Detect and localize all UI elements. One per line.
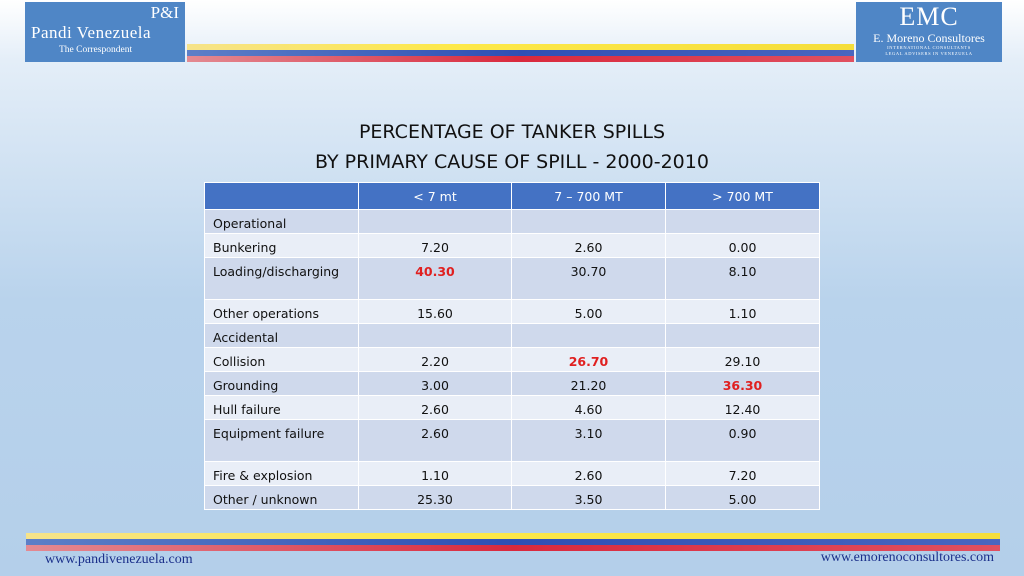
cell-value: 3.00 (358, 371, 512, 396)
cell-value: 21.20 (511, 371, 666, 396)
cell-value: 30.70 (511, 257, 666, 300)
table-row: Collision 2.20 26.70 29.10 (204, 347, 820, 372)
logo-tagline-1: INTERNATIONAL CONSULTANTS (887, 45, 971, 50)
row-label: Accidental (204, 323, 359, 348)
cell-value: 25.30 (358, 485, 512, 510)
cell-value: 5.00 (665, 485, 820, 510)
cell-value: 8.10 (665, 257, 820, 300)
row-label: Other / unknown (204, 485, 359, 510)
footer-link-pandivenezuela[interactable]: www.pandivenezuela.com (45, 552, 193, 567)
column-header: > 700 MT (665, 182, 820, 210)
cell-value-highlighted: 26.70 (511, 347, 666, 372)
cell-value: 7.20 (665, 461, 820, 486)
cell-value (358, 209, 512, 234)
slide-title: PERCENTAGE OF TANKER SPILLS BY PRIMARY C… (0, 117, 1024, 177)
cell-value (358, 323, 512, 348)
table-row: Loading/discharging 40.30 30.70 8.10 (204, 257, 820, 300)
cell-value: 3.10 (511, 419, 666, 462)
cell-value: 4.60 (511, 395, 666, 420)
cell-value: 5.00 (511, 299, 666, 324)
emc-logo: EMC E. Moreno Consultores INTERNATIONAL … (856, 2, 1002, 62)
logo-mark-emc: EMC (899, 2, 959, 31)
cell-value-highlighted: 40.30 (358, 257, 512, 300)
row-label: Loading/discharging (204, 257, 359, 300)
footer-link-emorenoconsultores[interactable]: www.emorenoconsultores.com (820, 550, 994, 565)
column-header: < 7 mt (358, 182, 512, 210)
flag-stripes-top (187, 44, 854, 62)
logo-name-pandi: Pandi Venezuela (31, 23, 152, 42)
logo-subtitle: The Correspondent (59, 45, 133, 55)
row-label: Fire & explosion (204, 461, 359, 486)
cell-value (665, 323, 820, 348)
pandi-venezuela-logo: P&I Pandi Venezuela The Correspondent (25, 2, 185, 62)
column-header: 7 – 700 MT (511, 182, 666, 210)
table-row: Fire & explosion 1.10 2.60 7.20 (204, 461, 820, 486)
table-row: Other / unknown 25.30 3.50 5.00 (204, 485, 820, 510)
row-label: Bunkering (204, 233, 359, 258)
logo-mark-pi: P&I (150, 3, 179, 22)
cell-value: 2.60 (358, 419, 512, 462)
row-label: Other operations (204, 299, 359, 324)
flag-stripes-bottom (26, 533, 1000, 551)
cell-value: 2.60 (358, 395, 512, 420)
title-line-2: BY PRIMARY CAUSE OF SPILL - 2000-2010 (315, 151, 709, 173)
table-row: Hull failure 2.60 4.60 12.40 (204, 395, 820, 420)
cell-value: 2.20 (358, 347, 512, 372)
cell-value: 12.40 (665, 395, 820, 420)
cell-value (511, 323, 666, 348)
row-label: Collision (204, 347, 359, 372)
cell-value: 1.10 (358, 461, 512, 486)
cell-value: 0.00 (665, 233, 820, 258)
cell-value (511, 209, 666, 234)
column-header (204, 182, 359, 210)
table-row: Accidental (204, 323, 820, 348)
table-row: Other operations 15.60 5.00 1.10 (204, 299, 820, 324)
table-header-row: < 7 mt 7 – 700 MT > 700 MT (204, 182, 820, 210)
spills-table: < 7 mt 7 – 700 MT > 700 MT Operational B… (204, 182, 820, 510)
cell-value (665, 209, 820, 234)
logo-tagline-2: LEGAL ADVISERS IN VENEZUELA (885, 51, 973, 56)
cell-value: 2.60 (511, 233, 666, 258)
logo-name-emc: E. Moreno Consultores (873, 31, 985, 45)
row-label: Grounding (204, 371, 359, 396)
table-row: Equipment failure 2.60 3.10 0.90 (204, 419, 820, 462)
cell-value: 3.50 (511, 485, 666, 510)
cell-value: 0.90 (665, 419, 820, 462)
cell-value: 2.60 (511, 461, 666, 486)
cell-value: 15.60 (358, 299, 512, 324)
row-label: Hull failure (204, 395, 359, 420)
row-label: Equipment failure (204, 419, 359, 462)
cell-value: 7.20 (358, 233, 512, 258)
cell-value: 1.10 (665, 299, 820, 324)
cell-value: 29.10 (665, 347, 820, 372)
table-row: Operational (204, 209, 820, 234)
row-label: Operational (204, 209, 359, 234)
title-line-1: PERCENTAGE OF TANKER SPILLS (358, 121, 666, 143)
cell-value-highlighted: 36.30 (665, 371, 820, 396)
table-row: Grounding 3.00 21.20 36.30 (204, 371, 820, 396)
table-row: Bunkering 7.20 2.60 0.00 (204, 233, 820, 258)
